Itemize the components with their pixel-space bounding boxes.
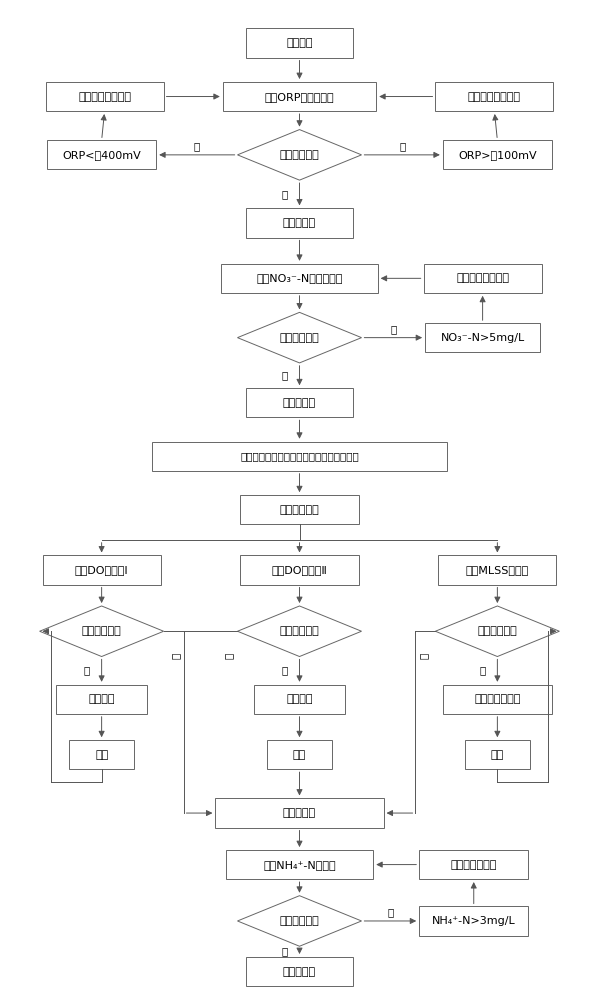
Text: 是: 是 [419, 652, 428, 659]
FancyBboxPatch shape [443, 685, 552, 714]
Text: 是: 是 [282, 189, 288, 199]
FancyBboxPatch shape [56, 685, 147, 714]
Text: 运行此状态: 运行此状态 [283, 398, 316, 408]
Text: 是否满足条件: 是否满足条件 [280, 626, 319, 636]
Text: 是否满足条件: 是否满足条件 [477, 626, 518, 636]
Text: NO₃⁻-N>5mg/L: NO₃⁻-N>5mg/L [440, 333, 525, 343]
Text: ORP<－400mV: ORP<－400mV [62, 150, 141, 160]
Text: 系统启动: 系统启动 [286, 38, 313, 48]
Text: 在线NH₄⁺-N监测仪: 在线NH₄⁺-N监测仪 [263, 860, 336, 870]
FancyBboxPatch shape [152, 442, 447, 471]
Text: 否: 否 [193, 141, 200, 151]
Text: 运行此状态: 运行此状态 [283, 808, 316, 818]
FancyBboxPatch shape [267, 740, 332, 769]
FancyBboxPatch shape [435, 82, 553, 111]
Text: 否: 否 [387, 907, 394, 917]
Text: 读数: 读数 [293, 750, 306, 760]
Text: 是: 是 [282, 371, 288, 381]
Text: 在线ORP监测仪读数: 在线ORP监测仪读数 [265, 92, 334, 102]
Text: 读数: 读数 [95, 750, 108, 760]
FancyBboxPatch shape [46, 82, 164, 111]
FancyBboxPatch shape [425, 323, 540, 352]
Text: 是否满足条件: 是否满足条件 [81, 626, 122, 636]
Text: 运行此状态: 运行此状态 [283, 967, 316, 977]
Text: 是: 是 [223, 652, 234, 659]
Polygon shape [237, 606, 362, 657]
Text: 是: 是 [282, 947, 288, 957]
Text: 增大混合液回流比: 增大混合液回流比 [78, 92, 131, 102]
FancyBboxPatch shape [221, 264, 378, 293]
Text: 在线NO₃⁻-N监测仪读数: 在线NO₃⁻-N监测仪读数 [256, 273, 343, 283]
Text: 否: 否 [479, 666, 486, 676]
Text: 在线DO监测仪Ⅱ: 在线DO监测仪Ⅱ [271, 565, 328, 575]
FancyBboxPatch shape [246, 208, 353, 237]
FancyBboxPatch shape [438, 555, 556, 585]
FancyBboxPatch shape [419, 906, 528, 936]
FancyBboxPatch shape [240, 555, 359, 585]
Polygon shape [237, 312, 362, 363]
FancyBboxPatch shape [240, 495, 359, 524]
Text: 减小混合液回流比: 减小混合液回流比 [468, 92, 521, 102]
Polygon shape [237, 896, 362, 946]
FancyBboxPatch shape [443, 140, 552, 169]
Text: 在线MLSS监测仪: 在线MLSS监测仪 [466, 565, 529, 575]
Text: 否: 否 [84, 666, 90, 676]
Text: 增大整体曝气量: 增大整体曝气量 [450, 860, 497, 870]
FancyBboxPatch shape [43, 555, 161, 585]
Text: 是否满足条件: 是否满足条件 [280, 333, 319, 343]
Text: 调整曝气: 调整曝气 [286, 694, 313, 704]
Text: 降低消化液回流比: 降低消化液回流比 [456, 273, 509, 283]
FancyBboxPatch shape [69, 740, 134, 769]
Text: 否: 否 [399, 141, 406, 151]
Text: 读数: 读数 [491, 750, 504, 760]
FancyBboxPatch shape [465, 740, 530, 769]
Text: 否: 否 [282, 666, 288, 676]
FancyBboxPatch shape [423, 264, 541, 293]
Text: 识别运行时期选择运行参数（高、低、常）: 识别运行时期选择运行参数（高、低、常） [240, 451, 359, 461]
Text: 否: 否 [390, 324, 397, 334]
Polygon shape [435, 606, 559, 657]
Text: ORP>－100mV: ORP>－100mV [458, 150, 537, 160]
Text: 是否满足条件: 是否满足条件 [280, 916, 319, 926]
FancyBboxPatch shape [246, 388, 353, 417]
Text: NH₄⁺-N>3mg/L: NH₄⁺-N>3mg/L [432, 916, 516, 926]
Text: 在线DO监测仪Ⅰ: 在线DO监测仪Ⅰ [75, 565, 128, 575]
FancyBboxPatch shape [47, 140, 156, 169]
Text: 是否满足条件: 是否满足条件 [280, 150, 319, 160]
FancyBboxPatch shape [419, 850, 528, 879]
Polygon shape [40, 606, 164, 657]
Text: 调整污泥回流比: 调整污泥回流比 [474, 694, 521, 704]
FancyBboxPatch shape [223, 82, 376, 111]
FancyBboxPatch shape [215, 798, 384, 828]
Text: 是: 是 [171, 652, 180, 659]
FancyBboxPatch shape [246, 28, 353, 58]
Polygon shape [237, 130, 362, 180]
Text: 设置运行参数: 设置运行参数 [280, 505, 319, 515]
Text: 调整曝气: 调整曝气 [89, 694, 115, 704]
FancyBboxPatch shape [246, 957, 353, 986]
FancyBboxPatch shape [226, 850, 373, 879]
FancyBboxPatch shape [254, 685, 345, 714]
Text: 运行此状态: 运行此状态 [283, 218, 316, 228]
